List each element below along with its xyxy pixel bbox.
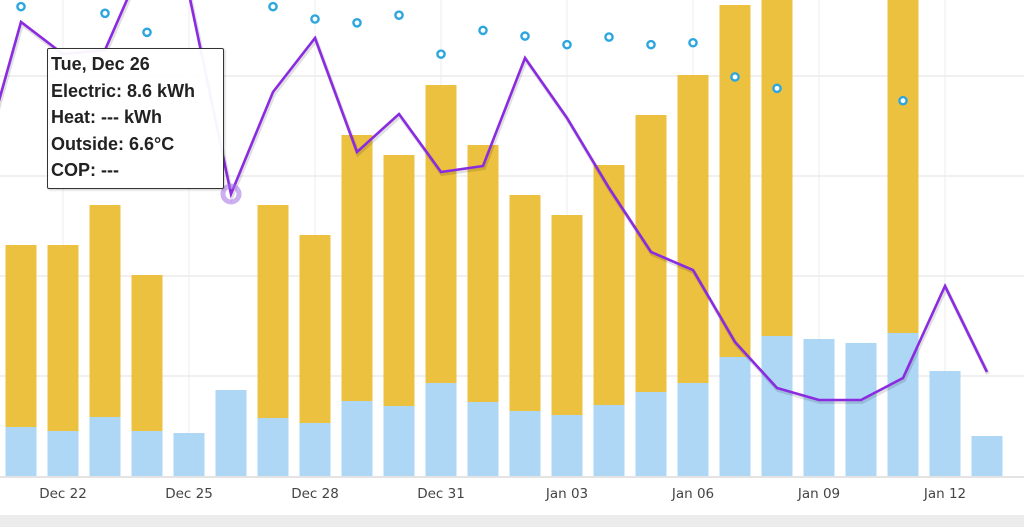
cop-point (268, 1, 278, 12)
x-tick-label: Dec 25 (165, 486, 213, 502)
outside-temp-line (0, 0, 990, 404)
cop-point (520, 31, 530, 41)
electric-bars (5, 333, 1003, 476)
electric-bar (677, 383, 709, 476)
cop-point (478, 25, 488, 36)
electric-bar (47, 431, 79, 476)
outside-temp-path (0, 0, 989, 402)
cop-point (394, 10, 404, 21)
x-tick-label: Jan 12 (923, 486, 966, 502)
electric-bar (509, 411, 541, 476)
x-axis: Dec 22 Dec 25 Dec 28 Dec 31 Jan 03 Jan 06 Jan … (39, 486, 966, 502)
electric-bar (425, 383, 457, 476)
electric-bar (845, 343, 877, 476)
electric-bar (215, 390, 247, 476)
cop-point (898, 95, 908, 106)
electric-bar (173, 433, 205, 476)
cop-point (142, 27, 152, 38)
x-tick-label: Dec 31 (417, 486, 465, 502)
x-tick-label: Dec 22 (39, 486, 87, 502)
hover-point (220, 183, 242, 205)
tooltip-heat: Heat: --- kWh (51, 107, 162, 127)
electric-bar (593, 405, 625, 476)
electric-bar (635, 392, 667, 476)
electric-bar (971, 436, 1003, 476)
cop-point (604, 32, 614, 42)
electric-bar (257, 418, 289, 476)
cop-point (436, 49, 446, 59)
x-tick-label: Jan 06 (671, 486, 714, 502)
cop-point (646, 39, 656, 50)
electric-bar (803, 339, 835, 476)
tooltip-cop: COP: --- (51, 160, 119, 180)
electric-bar (383, 406, 415, 476)
electric-bar (551, 415, 583, 476)
cop-point (100, 8, 110, 19)
electric-bar (89, 417, 121, 476)
cop-point (562, 39, 572, 50)
electric-bar (131, 431, 163, 476)
electric-bar (341, 401, 373, 476)
cop-point (730, 72, 740, 82)
cop-point (688, 37, 698, 48)
tooltip: Tue, Dec 26 Electric: 8.6 kWh Heat: --- … (47, 48, 224, 189)
cop-points (16, 1, 908, 106)
cop-point (352, 18, 362, 28)
line-shadow (0, 0, 990, 404)
cop-point (772, 83, 782, 94)
electric-bar (761, 336, 793, 476)
electric-bar (929, 371, 961, 476)
cop-point (16, 1, 26, 12)
tooltip-electric: Electric: 8.6 kWh (51, 80, 196, 101)
x-tick-label: Dec 28 (291, 486, 339, 502)
cop-point (310, 14, 320, 24)
tooltip-outside: Outside: 6.6°C (51, 133, 175, 154)
electric-bar (719, 357, 751, 476)
electric-bar (5, 427, 37, 476)
x-tick-label: Jan 09 (797, 486, 840, 502)
x-tick-label: Jan 03 (545, 486, 588, 502)
electric-bar (467, 402, 499, 476)
tooltip-date: Tue, Dec 26 (51, 54, 150, 74)
electric-bar (299, 423, 331, 476)
footer-band (0, 515, 1024, 527)
